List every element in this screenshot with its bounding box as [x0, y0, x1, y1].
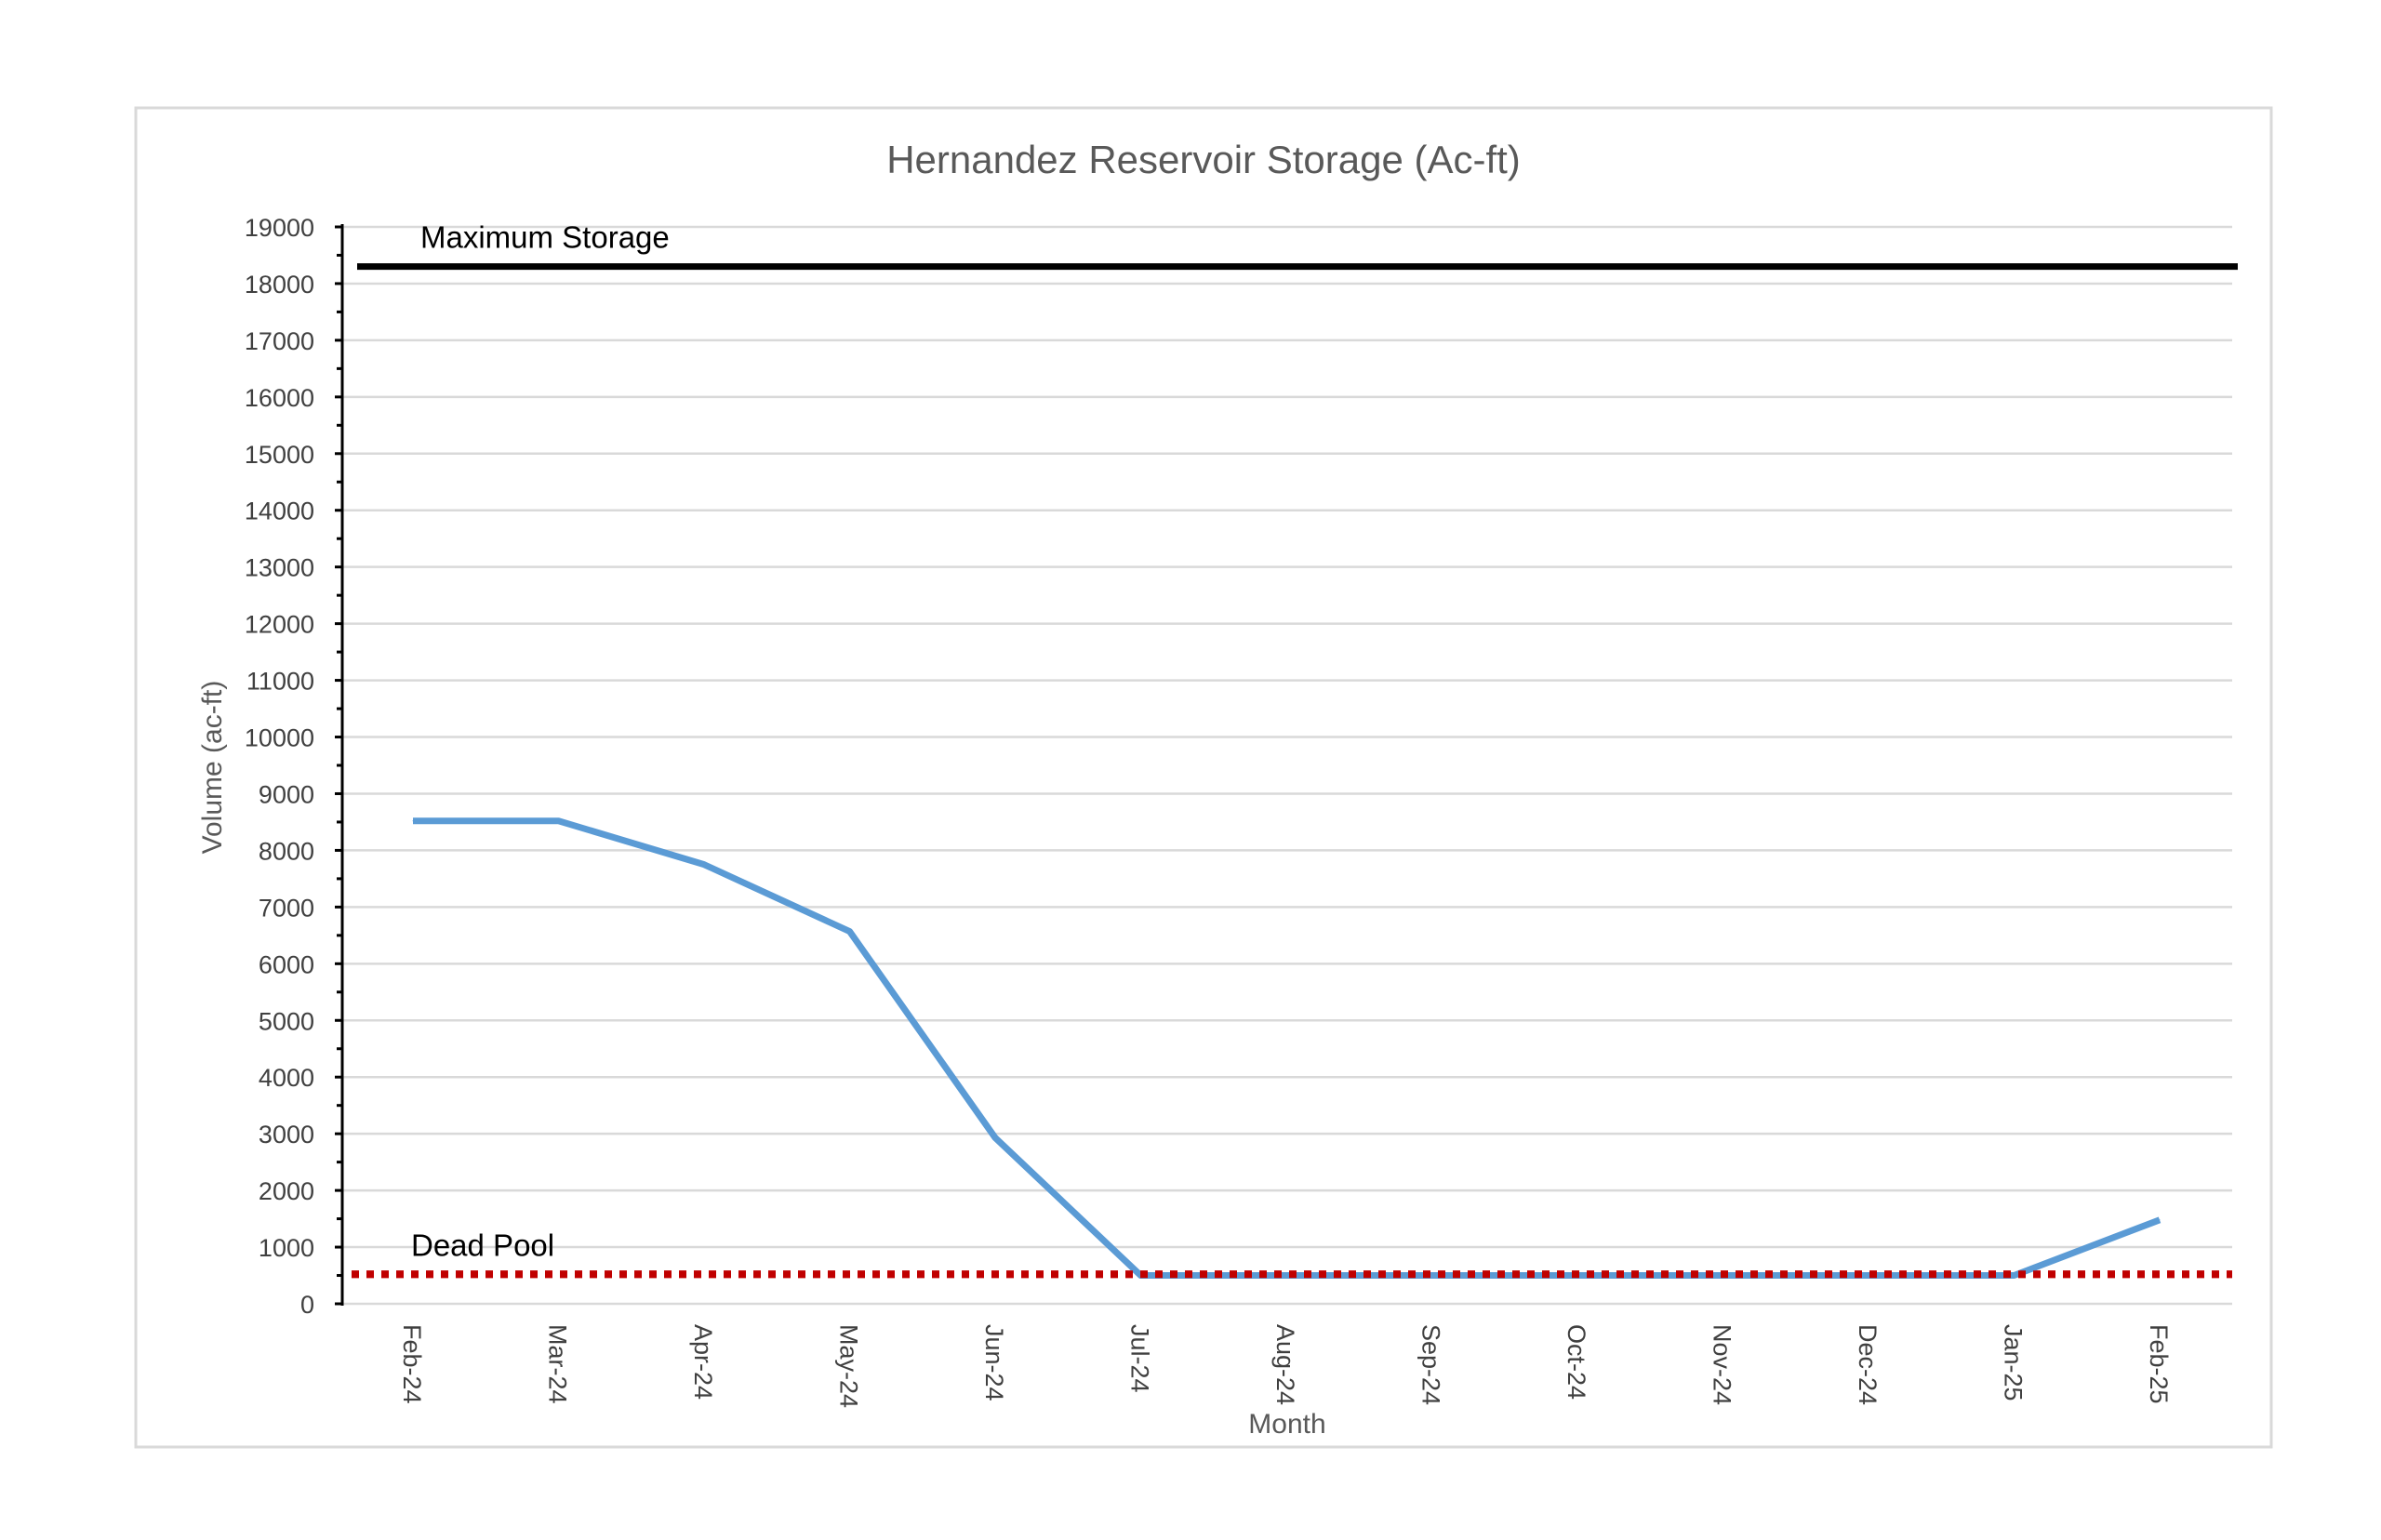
y-tick-label: 2000: [259, 1177, 314, 1205]
x-axis-title: Month: [1248, 1409, 1325, 1440]
y-tick-label: 14000: [245, 498, 314, 525]
x-tick-label: May-24: [835, 1324, 863, 1408]
storage-data-point: [558, 820, 559, 822]
y-tick-label: 15000: [245, 441, 314, 469]
x-tick-label: Jul-24: [1126, 1324, 1154, 1393]
chart-title: Hernandez Reservoir Storage (Ac-ft): [886, 138, 1521, 181]
storage-data-point: [1431, 1275, 1432, 1277]
y-tick-label: 9000: [259, 780, 314, 808]
y-tick-label: 7000: [259, 894, 314, 922]
storage-data-point: [994, 1136, 996, 1138]
x-tick-label: Jun-24: [980, 1324, 1008, 1401]
y-tick-label: 6000: [259, 950, 314, 978]
y-tick-label: 0: [300, 1291, 314, 1319]
y-tick-label: 3000: [259, 1121, 314, 1148]
dead-pool-label: Dead Pool: [411, 1228, 554, 1262]
data-series: [352, 817, 2232, 1280]
y-tick-label: 8000: [259, 837, 314, 865]
y-tick-label: 19000: [245, 214, 314, 242]
x-tick-label: Dec-24: [1854, 1324, 1882, 1405]
storage-data-point: [2014, 1275, 2015, 1277]
storage-data-point: [1285, 1275, 1287, 1277]
x-tick-label: Feb-25: [2145, 1324, 2173, 1404]
y-tick-label: 16000: [245, 384, 314, 412]
chart-frame: [134, 106, 2273, 1449]
x-tick-label: Feb-24: [398, 1324, 426, 1404]
storage-data-point: [412, 820, 414, 822]
x-axis-ticks: Feb-24 Mar-24 Apr-24 May-24 Jun-24 Jul-24 Aug-…: [398, 1324, 2173, 1408]
maximum-storage-label: Maximum Storage: [420, 220, 670, 255]
storage-data-point: [2159, 1219, 2161, 1221]
y-tick-label: 17000: [245, 327, 314, 355]
x-tick-label: Jan-25: [2000, 1324, 2028, 1401]
y-axis-title: Volume (ac-ft): [197, 681, 228, 855]
x-tick-label: Apr-24: [689, 1324, 717, 1400]
y-tick-label: 10000: [245, 724, 314, 752]
x-tick-label: Oct-24: [1563, 1324, 1590, 1400]
storage-data-point: [849, 931, 850, 933]
y-tick-label: 4000: [259, 1064, 314, 1092]
y-tick-label: 13000: [245, 554, 314, 582]
y-tick-label: 1000: [259, 1234, 314, 1262]
x-tick-label: Mar-24: [544, 1324, 572, 1404]
x-tick-label: Aug-24: [1271, 1324, 1299, 1405]
y-tick-label: 5000: [259, 1007, 314, 1035]
y-tick-label: 11000: [246, 668, 314, 696]
y-tick-label: 18000: [245, 271, 314, 299]
storage-data-point: [703, 864, 705, 866]
x-tick-label: Sep-24: [1417, 1324, 1445, 1405]
x-tick-label: Nov-24: [1709, 1324, 1736, 1405]
y-axis-ticks: 0 1000 2000 3000 4000 5000 6000 7000 8000 9000 100…: [245, 214, 342, 1319]
y-tick-label: 12000: [245, 611, 314, 639]
